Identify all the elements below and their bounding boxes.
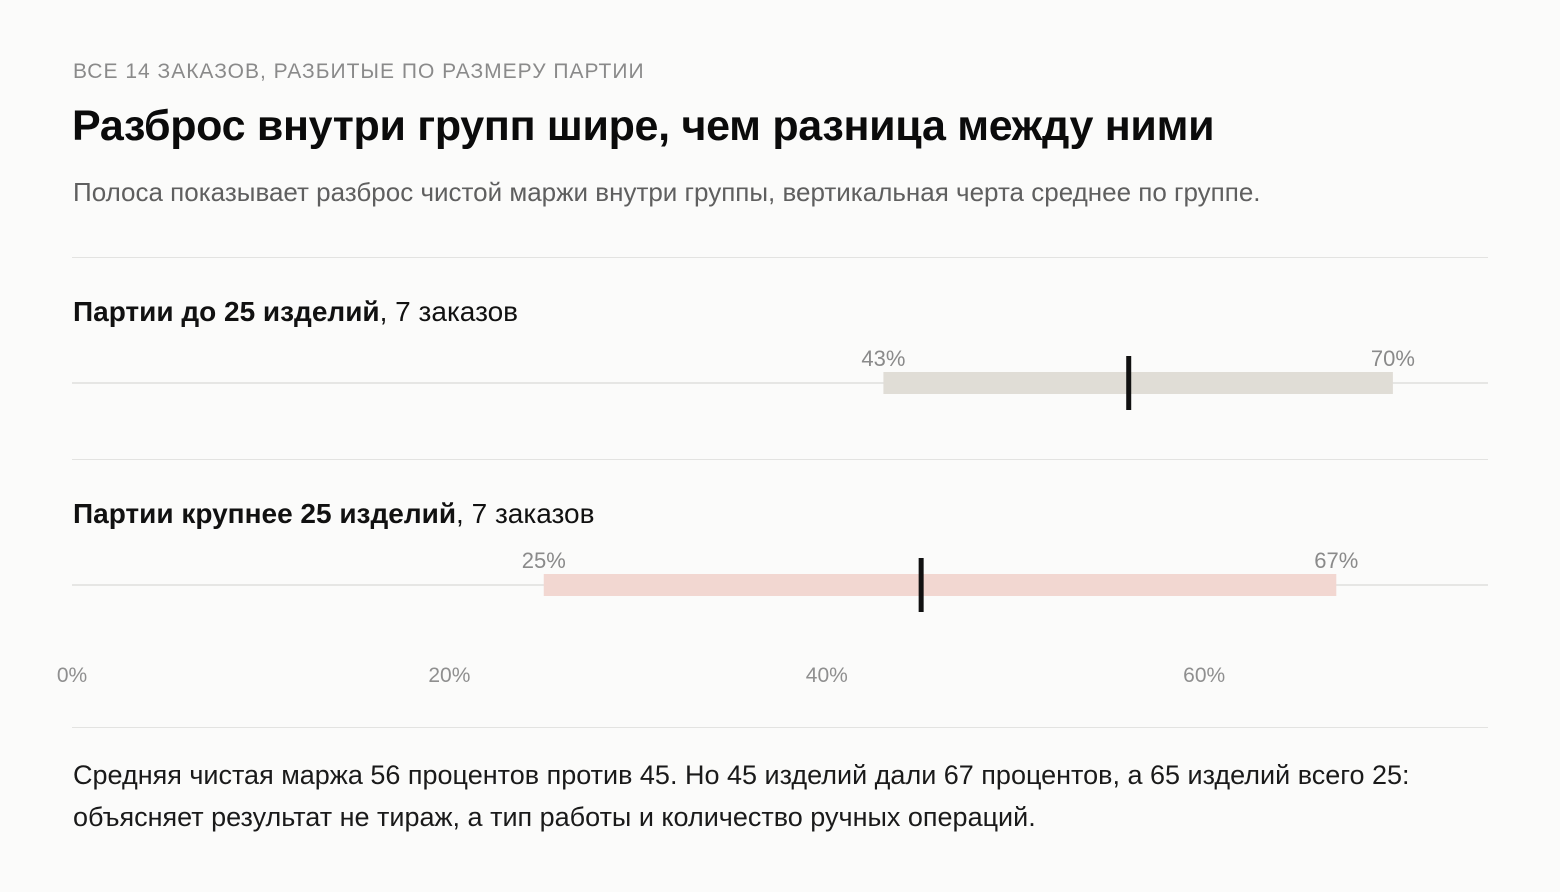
range-bar-large bbox=[543, 574, 1337, 596]
chart-eyebrow: ВСЕ 14 ЗАКАЗОВ, РАЗБИТЫЕ ПО РАЗМЕРУ ПАРТ… bbox=[73, 60, 645, 83]
min-label-small: 43% bbox=[861, 346, 905, 371]
max-label-small: 70% bbox=[1371, 346, 1415, 371]
x-tick-label: 60% bbox=[1183, 664, 1225, 687]
divider-middle bbox=[72, 459, 1488, 460]
min-label-large: 25% bbox=[522, 548, 566, 573]
group-label-large: Партии крупнее 25 изделий, 7 заказов bbox=[73, 498, 594, 530]
x-tick-label: 40% bbox=[806, 664, 848, 687]
x-tick-label: 0% bbox=[57, 664, 87, 687]
group-name-large: Партии крупнее 25 изделий bbox=[73, 498, 457, 529]
divider-bottom bbox=[72, 727, 1488, 728]
x-tick-label: 20% bbox=[428, 664, 470, 687]
group-label-small: Партии до 25 изделий, 7 заказов bbox=[73, 296, 518, 328]
group-count-large: , 7 заказов bbox=[456, 498, 595, 529]
max-label-large: 67% bbox=[1314, 548, 1358, 573]
chart-title: Разброс внутри групп шире, чем разница м… bbox=[72, 102, 1215, 150]
chart-footnote: Средняя чистая маржа 56 процентов против… bbox=[73, 760, 1410, 832]
group-count-small: , 7 заказов bbox=[379, 296, 519, 327]
divider-top bbox=[72, 257, 1488, 258]
chart-subtitle: Полоса показывает разброс чистой маржи в… bbox=[73, 177, 1261, 207]
group-name-small: Партии до 25 изделий bbox=[73, 296, 380, 327]
range-bar-small bbox=[883, 372, 1393, 394]
